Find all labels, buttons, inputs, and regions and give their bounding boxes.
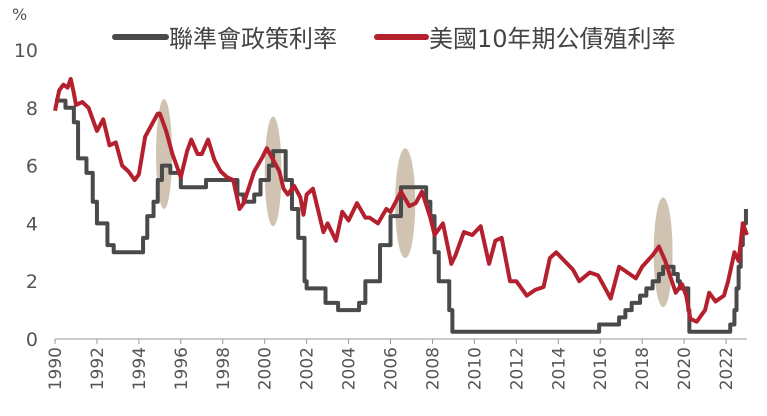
x-tick-label: 2022 (717, 347, 737, 390)
series-lines (53, 76, 749, 334)
x-tick-label: 2010 (465, 347, 485, 390)
y-tick-label: 10 (14, 40, 38, 62)
x-tick-label: 1994 (130, 347, 150, 390)
y-tick-label: 6 (26, 156, 38, 178)
x-tick-label: 2014 (549, 347, 569, 390)
highlight-ellipse-2 (395, 148, 416, 259)
legend-label-policy-rate: 聯準會政策利率 (169, 25, 337, 53)
x-tick-label: 2008 (423, 347, 443, 390)
y-tick-label: 4 (26, 213, 38, 235)
y-tick-label: 0 (26, 329, 38, 351)
x-tick-label: 1996 (172, 347, 192, 390)
x-tick-label: 1998 (214, 347, 234, 390)
x-tick-label: 2012 (507, 347, 527, 390)
x-tick-label: 2004 (340, 347, 360, 390)
x-tick-label: 2000 (256, 347, 276, 390)
legend-label-treasury-yield: 美國10年期公債殖利率 (429, 25, 676, 53)
highlight-ellipse-1 (264, 116, 282, 227)
y-axis-ticks: 0 2 4 6 8 10 (14, 40, 38, 351)
x-tick-label: 1990 (46, 347, 66, 390)
legend: 聯準會政策利率 美國10年期公債殖利率 (112, 25, 676, 53)
x-tick-label: 2002 (298, 347, 318, 390)
x-tick-label: 2018 (633, 347, 653, 390)
y-tick-label: 2 (26, 271, 38, 293)
x-tick-label: 1992 (88, 347, 108, 390)
series-line-policy-rate (55, 98, 748, 334)
x-tick-label: 2020 (675, 347, 695, 390)
y-axis-unit-label: % (12, 5, 27, 24)
legend-item-policy-rate: 聯準會政策利率 (112, 25, 337, 53)
y-tick-label: 8 (26, 98, 38, 120)
x-tick-label: 2006 (382, 347, 402, 390)
x-tick-label: 2016 (591, 347, 611, 390)
series-line-treasury-yield (53, 76, 749, 324)
x-axis-ticks: 1990 1992 1994 1996 1998 2000 2002 2004 2006 2008… (46, 339, 737, 390)
legend-item-treasury-yield: 美國10年期公債殖利率 (374, 25, 676, 53)
